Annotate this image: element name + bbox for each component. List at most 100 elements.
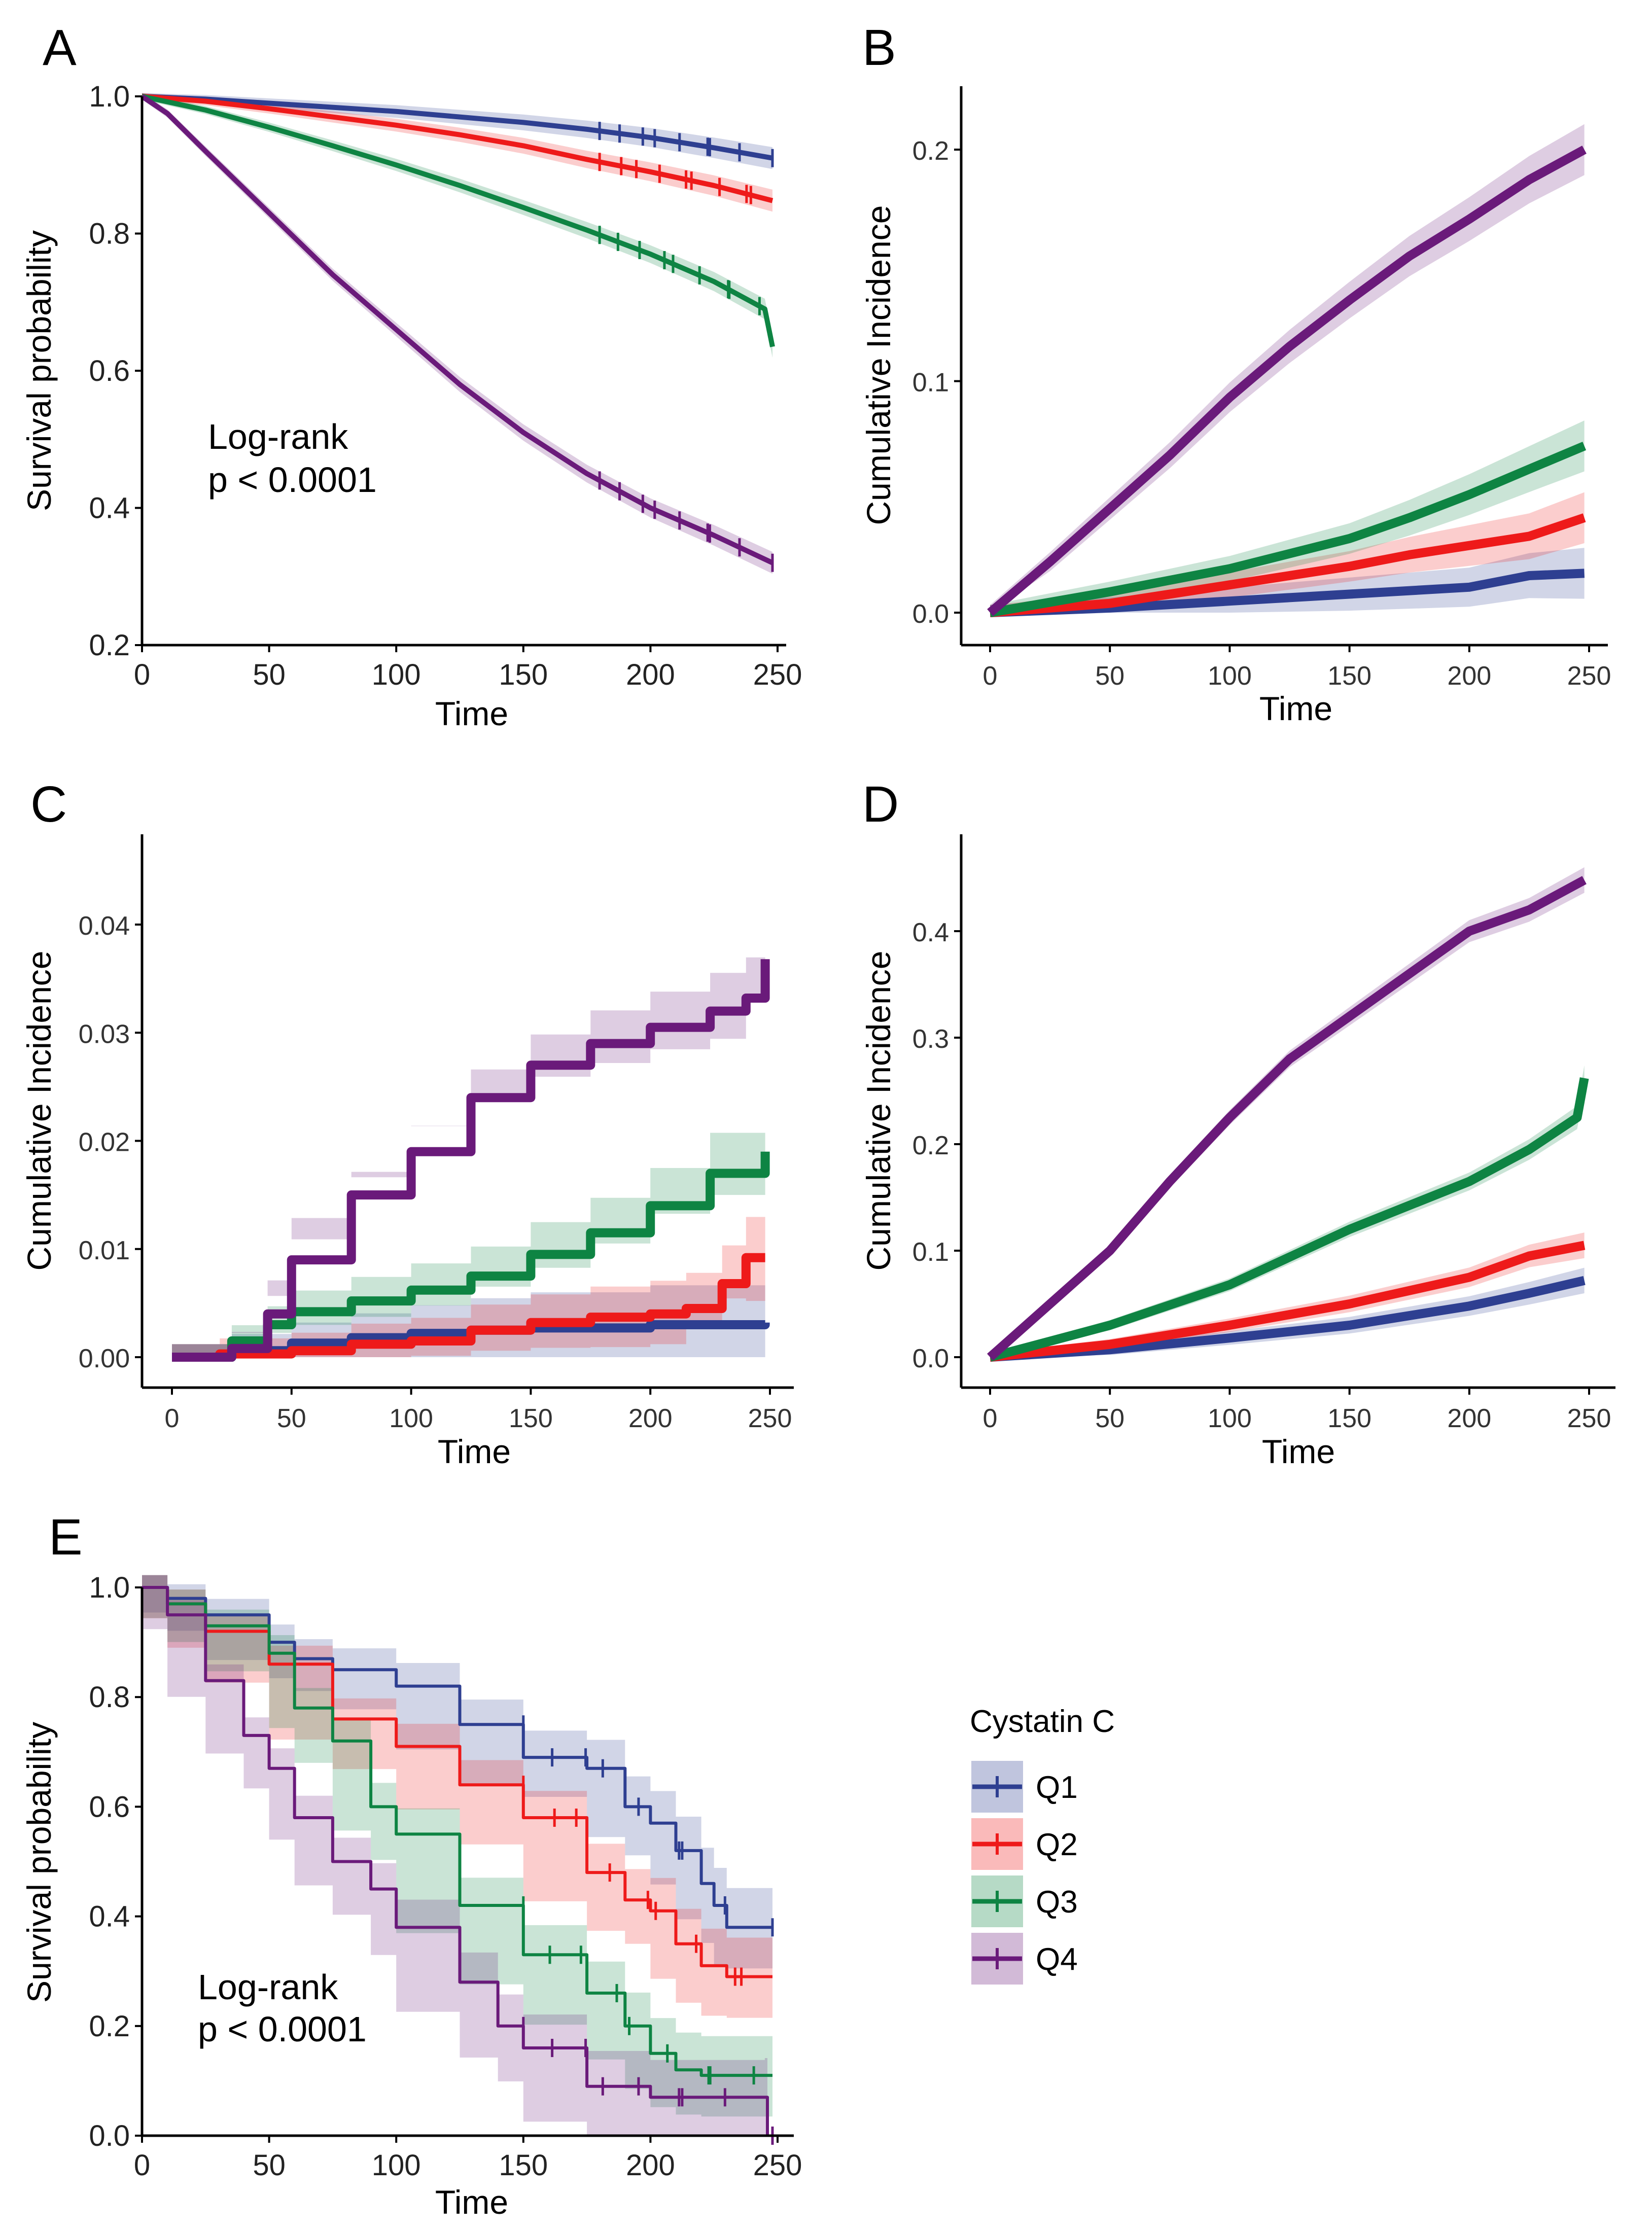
panel-c-y-tick-label: 0.00 — [79, 1344, 130, 1373]
legend-item-q2: Q2 — [971, 1818, 1078, 1870]
legend-label-q3: Q3 — [1036, 1885, 1078, 1920]
panel-e-y-tick-label: 0.6 — [89, 1790, 130, 1823]
panel-a: A 0 50 100 150 200 250 0.2 0.4 0.6 0.8 1.0 Time Su… — [20, 19, 802, 732]
panel-e-ci-band-q3 — [142, 1575, 772, 2117]
legend: Cystatin C Q1 Q2 Q3 Q4 — [970, 1704, 1115, 1985]
panel-c-x-tick-label: 50 — [277, 1404, 306, 1433]
panel-a-series-q1 — [142, 94, 773, 161]
legend-item-q3: Q3 — [971, 1875, 1078, 1927]
panel-e-censor-marks-q3 — [522, 1896, 755, 2085]
panel-b-x-tick-label: 200 — [1447, 661, 1491, 691]
panel-b-ci-band-q4 — [990, 124, 1585, 613]
panel-e-ci-band-q1 — [142, 1575, 772, 1969]
panel-a-series-q3 — [141, 94, 775, 347]
panel-a-x-tick-label: 250 — [753, 658, 802, 691]
panel-a-logrank-label: Log-rank — [208, 417, 348, 456]
panel-a-y-label: Survival probability — [20, 230, 58, 511]
panel-c-y-tick-label: 0.02 — [79, 1128, 130, 1157]
panel-a-y-tick-label: 0.8 — [89, 218, 130, 251]
panel-a-ticks: 0 50 100 150 200 250 0.2 0.4 0.6 0.8 1.0 — [89, 80, 802, 691]
panel-b-y-tick-label: 0.0 — [912, 599, 949, 629]
panel-e-censor-marks-q2 — [522, 1776, 743, 1986]
panel-d: D 0 50 100 150 200 250 0.0 0.1 0.2 0.3 0.4 Time Cu… — [860, 776, 1615, 1470]
panel-e-series-q1 — [142, 1586, 772, 1929]
panel-e-x-tick-label: 100 — [372, 2149, 421, 2182]
panel-c-ci-band-q4 — [172, 915, 765, 1357]
panel-a-pvalue-label: p < 0.0001 — [208, 460, 377, 500]
panel-d-x-tick-label: 250 — [1567, 1404, 1611, 1433]
panel-d-series-q3 — [989, 1077, 1589, 1362]
panel-a-y-tick-label: 0.6 — [89, 355, 130, 387]
panel-a-ci-band-q4 — [142, 93, 772, 574]
panel-c-y-tick-label: 0.01 — [79, 1236, 130, 1265]
panel-a-series-q2 — [142, 94, 774, 203]
panel-d-series-q1 — [990, 1276, 1586, 1362]
panel-c-ticks: 0 50 100 150 200 250 0.00 0.01 0.02 0.03 0.04 — [79, 911, 792, 1433]
panel-e: E 0 50 100 150 200 250 0.0 0.2 0.4 0.6 0.8 1.0 Time… — [20, 1509, 802, 2221]
panel-d-x-tick-label: 150 — [1327, 1404, 1372, 1433]
panel-c-x-tick-label: 0 — [165, 1404, 180, 1433]
panel-c-y-tick-label: 0.04 — [79, 911, 130, 941]
panel-c: C 0 50 100 150 200 250 0.00 0.01 0.02 0.03 0.04 Ti… — [20, 776, 794, 1470]
panel-d-x-tick-label: 200 — [1447, 1404, 1491, 1433]
panel-e-ticks: 0 50 100 150 200 250 0.0 0.2 0.4 0.6 0.8 1.0 — [89, 1571, 802, 2182]
panel-a-x-tick-label: 200 — [626, 658, 675, 691]
panel-a-censor-marks-q3 — [598, 226, 761, 315]
panel-a-data-layer — [140, 93, 775, 574]
panel-d-y-tick-label: 0.4 — [912, 918, 949, 947]
panel-letter-b: B — [862, 19, 896, 76]
panel-letter-e: E — [49, 1509, 83, 1566]
panel-e-series-q3 — [142, 1586, 772, 2077]
panel-e-x-tick-label: 150 — [499, 2149, 548, 2182]
panel-c-series-q2 — [172, 1253, 765, 1362]
panel-e-y-tick-label: 0.4 — [89, 1900, 130, 1933]
legend-label-q4: Q4 — [1036, 1942, 1078, 1977]
panel-e-y-tick-label: 0.8 — [89, 1681, 130, 1714]
panel-b: B 0 50 100 150 200 250 0.0 0.1 0.2 Time Cumulati… — [860, 19, 1611, 727]
panel-d-y-tick-label: 0.1 — [912, 1237, 949, 1267]
panel-a-censor-marks-q2 — [598, 153, 752, 204]
panel-b-data-layer — [987, 124, 1587, 617]
panel-b-x-tick-label: 150 — [1327, 661, 1372, 691]
panel-e-y-tick-label: 1.0 — [89, 1571, 130, 1604]
panel-e-y-label: Survival probability — [20, 1722, 58, 2003]
panel-b-x-label: Time — [1259, 690, 1332, 727]
panel-d-y-tick-label: 0.3 — [912, 1024, 949, 1054]
panel-a-x-tick-label: 100 — [372, 658, 421, 691]
panel-e-x-tick-label: 50 — [253, 2149, 286, 2182]
panel-e-ci-band-q2 — [142, 1575, 772, 2018]
panel-b-y-tick-label: 0.1 — [912, 368, 949, 398]
panel-b-x-tick-label: 250 — [1567, 661, 1611, 691]
panel-c-x-tick-label: 200 — [628, 1404, 673, 1433]
panel-letter-c: C — [30, 776, 67, 833]
panel-b-series-q4 — [987, 146, 1587, 616]
panel-a-ci-band-q2 — [142, 93, 772, 212]
panel-a-y-tick-label: 0.4 — [89, 492, 130, 525]
panel-a-y-tick-label: 1.0 — [89, 80, 130, 113]
panel-letter-d: D — [862, 776, 899, 833]
panel-d-x-tick-label: 0 — [983, 1404, 998, 1433]
panel-b-x-tick-label: 100 — [1208, 661, 1252, 691]
legend-label-q2: Q2 — [1036, 1827, 1078, 1862]
panel-d-ticks: 0 50 100 150 200 250 0.0 0.1 0.2 0.3 0.4 — [912, 918, 1611, 1433]
panel-d-y-tick-label: 0.2 — [912, 1131, 949, 1160]
panel-c-x-tick-label: 250 — [748, 1404, 792, 1433]
panel-a-censor-marks-q4 — [598, 471, 774, 572]
panel-a-censor-marks-q1 — [598, 122, 774, 167]
legend-title: Cystatin C — [970, 1704, 1115, 1739]
panel-a-y-tick-label: 0.2 — [89, 629, 130, 662]
panel-a-x-tick-label: 0 — [134, 658, 150, 691]
panel-c-data-layer — [172, 915, 770, 1362]
panel-e-y-tick-label: 0.2 — [89, 2010, 130, 2043]
panel-b-series-q1 — [990, 569, 1585, 617]
panel-b-y-tick-label: 0.2 — [912, 136, 949, 166]
panel-e-logrank-label: Log-rank — [198, 1967, 338, 2007]
panel-d-x-label: Time — [1262, 1433, 1335, 1470]
legend-label-q1: Q1 — [1036, 1770, 1078, 1805]
panel-e-data-layer — [142, 1575, 774, 2145]
panel-e-x-label: Time — [435, 2183, 508, 2221]
panel-e-x-tick-label: 250 — [753, 2149, 802, 2182]
panel-c-ci-band-q3 — [172, 1108, 765, 1357]
panel-b-ticks: 0 50 100 150 200 250 0.0 0.1 0.2 — [912, 136, 1611, 691]
